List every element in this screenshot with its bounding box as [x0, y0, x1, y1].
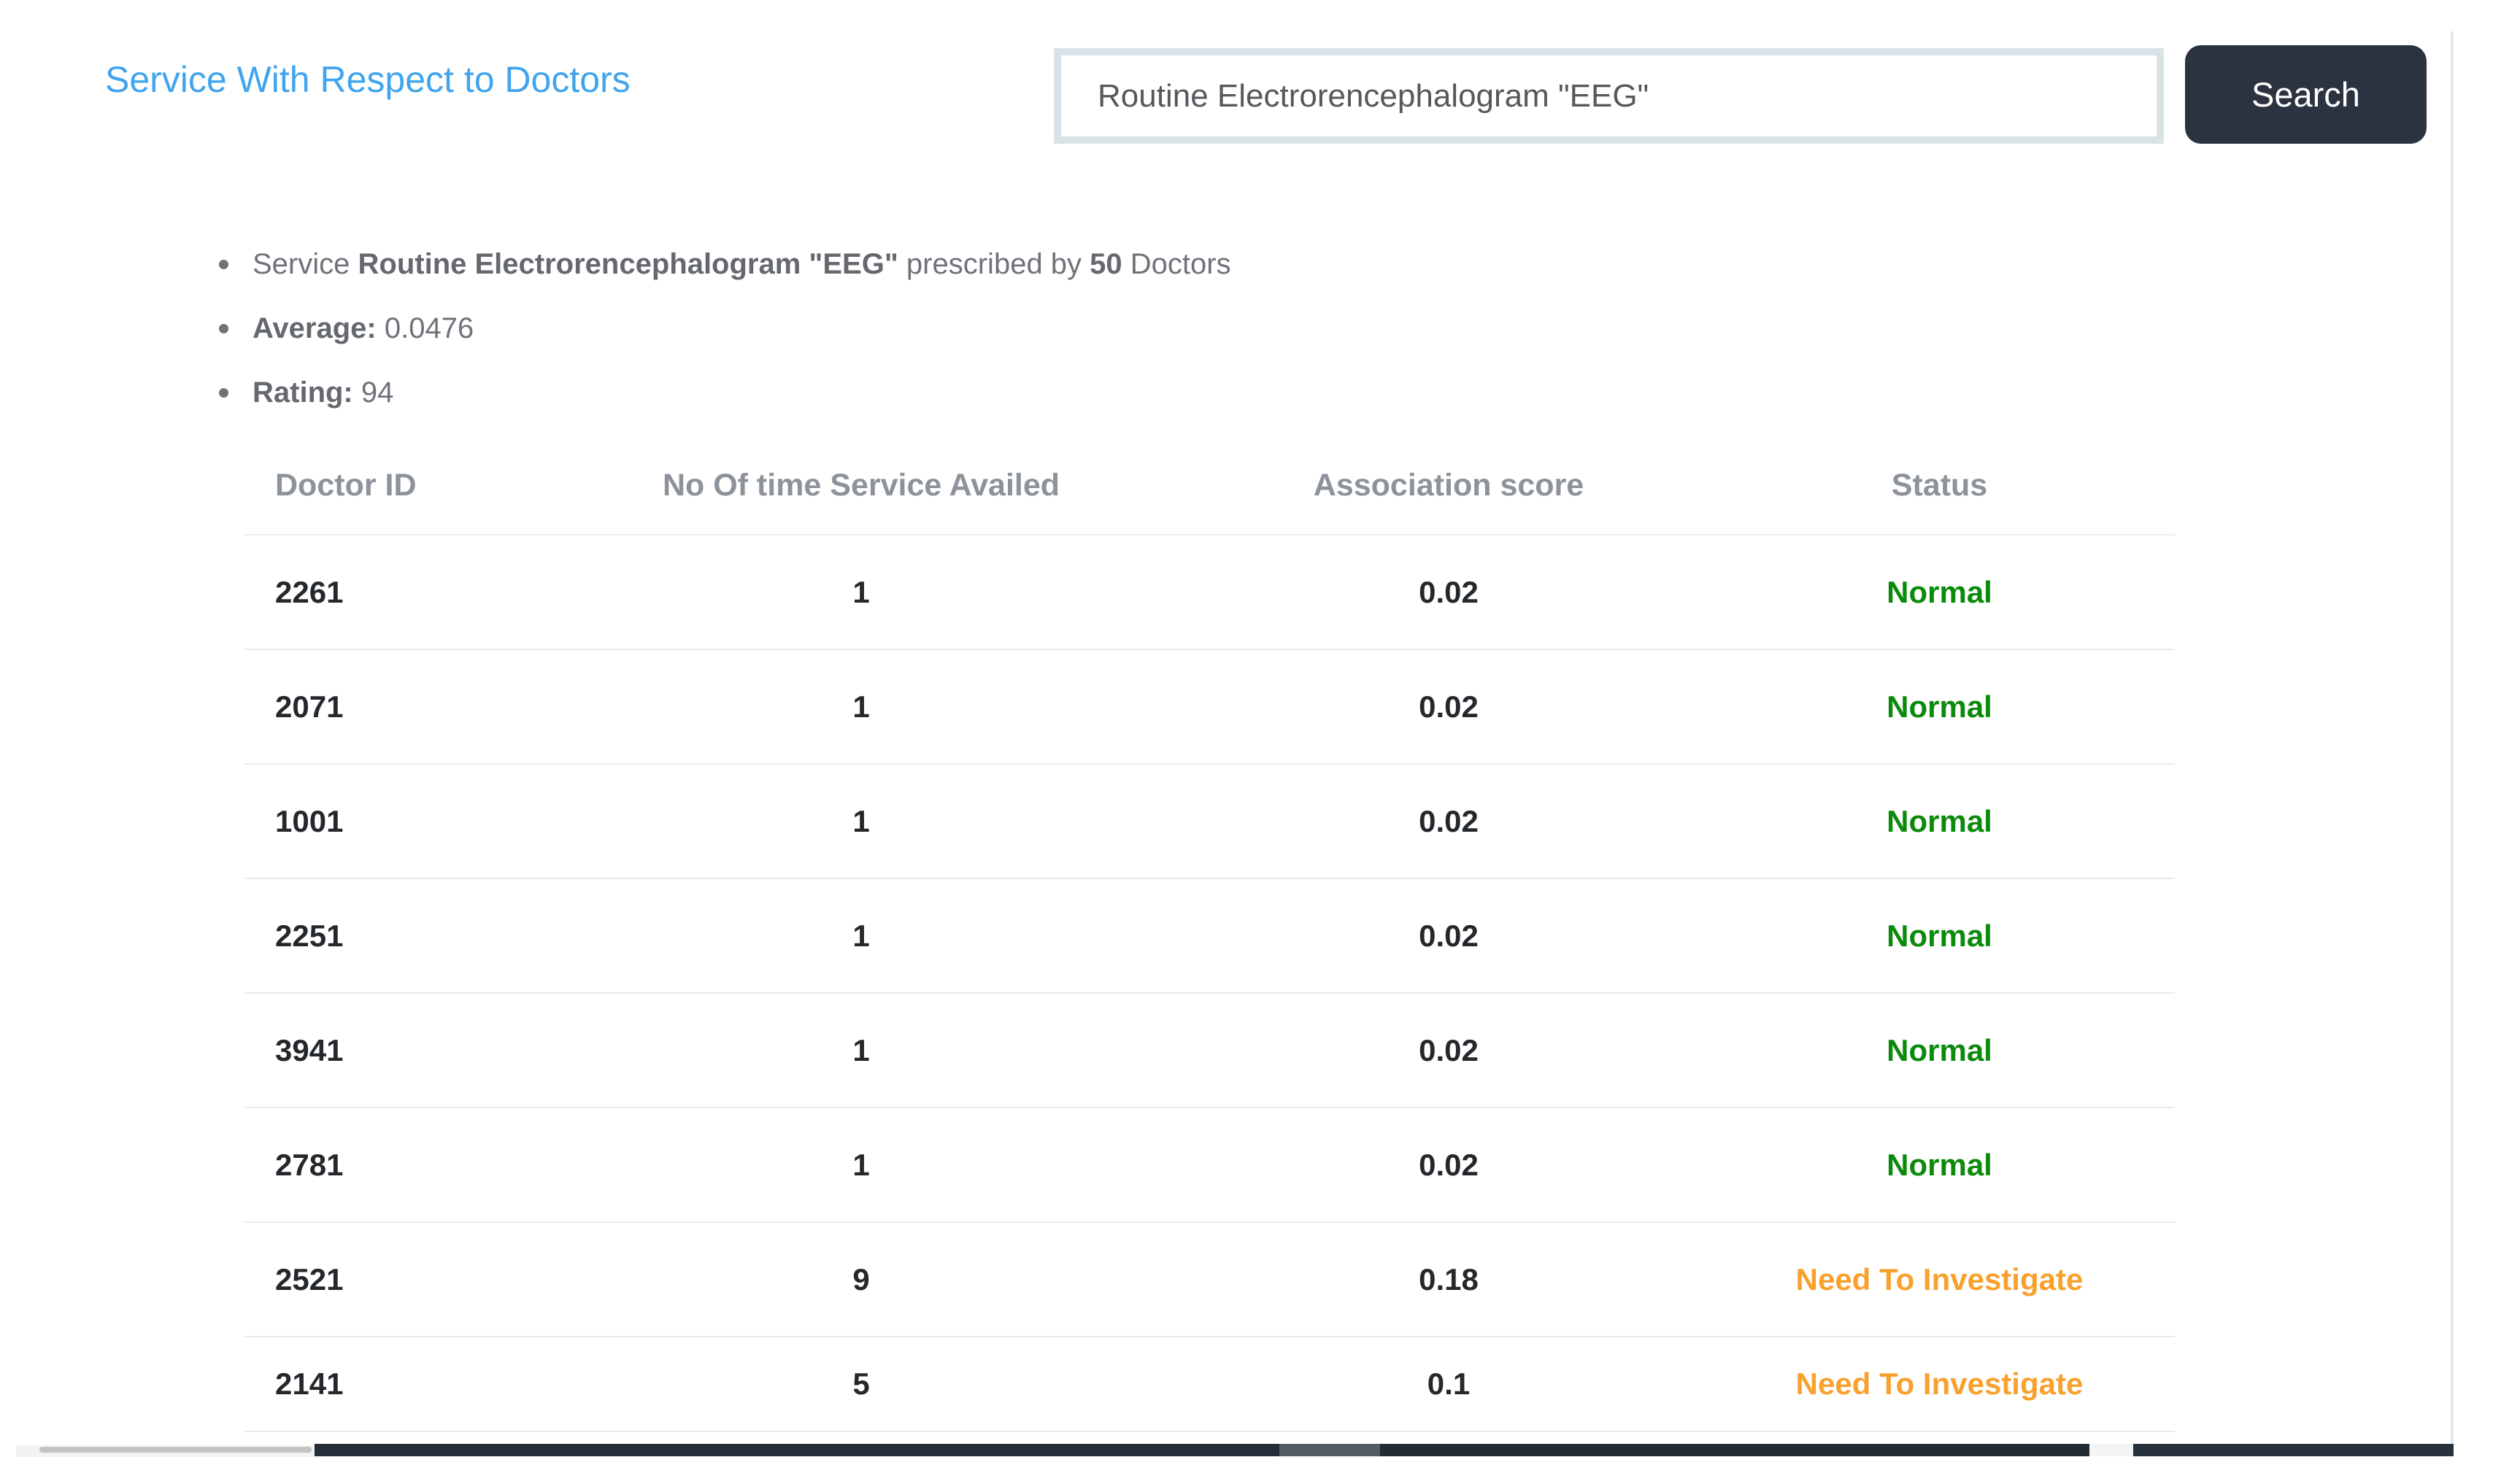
status-cell: Normal [1887, 1147, 1992, 1182]
status-cell: Need To Investigate [1795, 1261, 2084, 1296]
bottom-bar-gap [2089, 1444, 2133, 1456]
times-availed-cell: 9 [852, 1261, 870, 1296]
table-body: 2261 1 0.02 Normal 2071 1 0.02 Normal 1001 1 0.02 N… [244, 536, 2175, 1432]
table-header-row: Doctor ID No Of time Service Availed Ass… [244, 436, 2175, 536]
summary-list: Service Routine Electrorencephalogram "E… [219, 232, 1231, 425]
doctor-id-cell: 2521 [275, 1261, 344, 1296]
bottom-dark-bar [315, 1444, 1279, 1456]
status-cell: Normal [1887, 1032, 1992, 1067]
bullet-text: Rating: 94 [253, 376, 394, 409]
table-row: 2071 1 0.02 Normal [244, 650, 2175, 765]
bottom-dark-bar-segment [1279, 1444, 1380, 1456]
horizontal-scrollbar-thumb[interactable] [39, 1447, 312, 1453]
table-row: 3941 1 0.02 Normal [244, 994, 2175, 1108]
column-header-times-availed: No Of time Service Availed [662, 467, 1060, 503]
status-cell: Normal [1887, 689, 1992, 724]
times-availed-cell: 1 [852, 1032, 870, 1067]
association-score-cell: 0.02 [1419, 1032, 1479, 1067]
bullet-item: Service Routine Electrorencephalogram "E… [219, 232, 1231, 296]
status-cell: Normal [1887, 918, 1992, 953]
table-row: 2521 9 0.18 Need To Investigate [244, 1223, 2175, 1337]
doctor-id-cell: 2261 [275, 574, 344, 609]
bullet-text: Service Routine Electrorencephalogram "E… [253, 247, 1231, 280]
table-row: 2251 1 0.02 Normal [244, 879, 2175, 994]
association-score-cell: 0.18 [1419, 1261, 1479, 1296]
doctor-id-cell: 3941 [275, 1032, 344, 1067]
bullet-dot [219, 259, 228, 269]
right-divider [2451, 31, 2454, 1444]
association-score-cell: 0.02 [1419, 1147, 1479, 1182]
status-cell: Normal [1887, 574, 1992, 609]
bottom-dark-bar [2133, 1444, 2454, 1456]
status-cell: Normal [1887, 803, 1992, 838]
times-availed-cell: 1 [852, 574, 870, 609]
page-title-link[interactable]: Service With Respect to Doctors [105, 59, 631, 100]
table-row: 2261 1 0.02 Normal [244, 536, 2175, 650]
association-score-cell: 0.02 [1419, 689, 1479, 724]
association-score-cell: 0.02 [1419, 803, 1479, 838]
column-header-status: Status [1891, 467, 1988, 503]
table-row: 2781 1 0.02 Normal [244, 1108, 2175, 1223]
search-button[interactable]: Search [2185, 45, 2427, 144]
results-table: Doctor ID No Of time Service Availed Ass… [244, 436, 2175, 1432]
bullet-dot [219, 387, 228, 398]
table-row: 1001 1 0.02 Normal [244, 765, 2175, 879]
bullet-text: Average: 0.0476 [253, 312, 474, 344]
bullet-item: Average: 0.0476 [219, 296, 1231, 360]
bullet-dot [219, 323, 228, 333]
times-availed-cell: 1 [852, 689, 870, 724]
association-score-cell: 0.1 [1427, 1367, 1471, 1401]
bottom-dark-bar [1380, 1444, 2089, 1456]
status-cell: Need To Investigate [1795, 1367, 2084, 1401]
doctor-id-cell: 2141 [275, 1367, 344, 1401]
doctor-id-cell: 1001 [275, 803, 344, 838]
times-availed-cell: 1 [852, 918, 870, 953]
times-availed-cell: 1 [852, 1147, 870, 1182]
bullet-item: Rating: 94 [219, 360, 1231, 425]
times-availed-cell: 1 [852, 803, 870, 838]
doctor-id-cell: 2251 [275, 918, 344, 953]
doctor-id-cell: 2781 [275, 1147, 344, 1182]
table-row: 2141 5 0.1 Need To Investigate [244, 1337, 2175, 1432]
column-header-doctor-id: Doctor ID [275, 467, 417, 503]
association-score-cell: 0.02 [1419, 574, 1479, 609]
search-input[interactable] [1054, 48, 2164, 144]
column-header-association-score: Association score [1313, 467, 1584, 503]
doctor-id-cell: 2071 [275, 689, 344, 724]
association-score-cell: 0.02 [1419, 918, 1479, 953]
times-availed-cell: 5 [852, 1367, 870, 1401]
